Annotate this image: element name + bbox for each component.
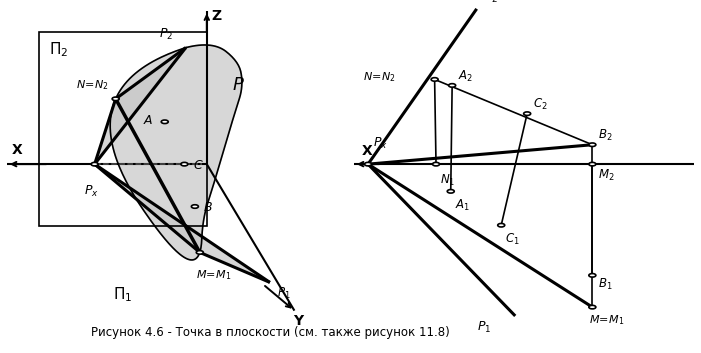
Circle shape <box>112 97 119 101</box>
Circle shape <box>365 162 372 166</box>
Circle shape <box>589 305 596 309</box>
Text: $P_1$: $P_1$ <box>477 319 491 335</box>
Polygon shape <box>95 48 186 164</box>
Circle shape <box>449 84 456 87</box>
Circle shape <box>589 162 596 166</box>
Text: $N\!=\!N_2$: $N\!=\!N_2$ <box>76 79 109 92</box>
Circle shape <box>196 251 203 254</box>
Text: X: X <box>361 144 372 158</box>
Circle shape <box>498 223 505 227</box>
Text: $N_1$: $N_1$ <box>440 173 456 188</box>
Text: $B$: $B$ <box>203 201 213 214</box>
Text: Y: Y <box>293 314 303 328</box>
Text: Z: Z <box>212 9 222 23</box>
Text: $P_2$: $P_2$ <box>159 27 173 42</box>
Text: $\Pi_2$: $\Pi_2$ <box>48 40 68 59</box>
Text: $M\!=\!M_1$: $M\!=\!M_1$ <box>589 313 625 327</box>
Text: $C_1$: $C_1$ <box>505 232 520 247</box>
Bar <box>39 32 207 226</box>
Text: $A_1$: $A_1$ <box>455 198 470 214</box>
Text: $A$: $A$ <box>143 114 154 126</box>
Text: $M\!=\!M_1$: $M\!=\!M_1$ <box>196 268 232 282</box>
Circle shape <box>447 190 454 193</box>
Circle shape <box>431 78 438 81</box>
Polygon shape <box>110 45 242 260</box>
Text: $P_x$: $P_x$ <box>83 184 99 199</box>
Text: $P_2$: $P_2$ <box>484 0 498 5</box>
Circle shape <box>91 162 98 166</box>
Text: $M_2$: $M_2$ <box>598 168 615 183</box>
Text: X: X <box>12 143 23 157</box>
Circle shape <box>524 112 531 115</box>
Text: $C_2$: $C_2$ <box>533 97 547 112</box>
Text: $P_x$: $P_x$ <box>373 136 388 151</box>
Text: $\Pi_1$: $\Pi_1$ <box>113 286 132 304</box>
Text: $B_2$: $B_2$ <box>598 128 613 143</box>
Circle shape <box>589 274 596 277</box>
Polygon shape <box>95 164 270 282</box>
Text: $P_1$: $P_1$ <box>277 286 290 301</box>
Circle shape <box>433 162 440 166</box>
Circle shape <box>589 143 596 146</box>
Text: $N\!=\!N_2$: $N\!=\!N_2$ <box>363 70 396 84</box>
Text: $B_1$: $B_1$ <box>598 277 613 292</box>
Text: $A_2$: $A_2$ <box>458 68 473 84</box>
Text: Рисунок 4.6 - Точка в плоскости (см. также рисунок 11.8): Рисунок 4.6 - Точка в плоскости (см. так… <box>91 326 450 339</box>
Circle shape <box>181 162 188 166</box>
Text: $P$: $P$ <box>232 76 245 94</box>
Circle shape <box>161 120 168 124</box>
Text: $C$: $C$ <box>193 160 203 172</box>
Circle shape <box>191 205 198 208</box>
